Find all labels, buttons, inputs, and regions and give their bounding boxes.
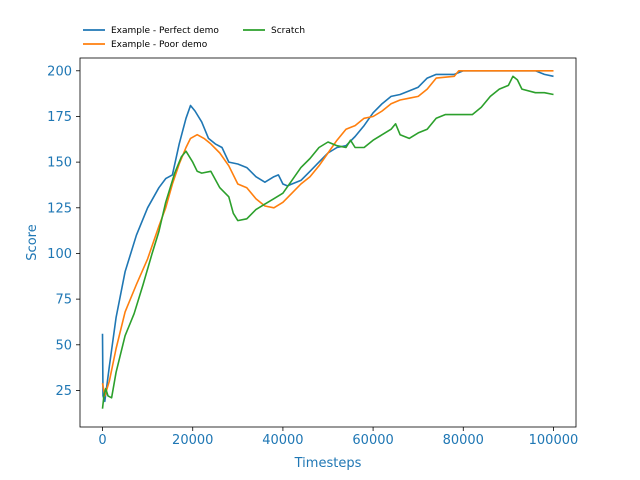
x-tick-label: 80000 [443,433,484,448]
series-line-2 [101,75,554,409]
y-axis-label: Score [25,224,40,260]
legend-entry-label: Scratch [271,26,305,36]
y-tick-label: 75 [55,293,72,308]
plot-lines [101,70,554,409]
x-tick-label: 20000 [172,433,213,448]
x-tick-label: 0 [98,433,106,448]
y-tick-label: 25 [55,384,72,399]
legend-entry-label: Example - Poor demo [111,40,208,50]
y-tick-label: 150 [47,156,72,171]
legend: Example - Perfect demo Example - Poor dem… [83,26,305,50]
legend-entry-label: Example - Perfect demo [111,26,219,36]
series-line-0 [101,70,554,403]
x-axis-label: Timesteps [294,456,362,471]
y-tick-label: 200 [47,64,72,79]
y-axis-ticks: 25 50 75 100 125 150 175 200 [47,64,80,399]
x-tick-label: 60000 [352,433,393,448]
x-axis-ticks: 0 20000 40000 60000 80000 100000 [98,427,578,448]
y-tick-label: 100 [47,247,72,262]
series-line-1 [101,70,554,397]
plot-frame [79,57,577,428]
y-tick-label: 50 [55,338,72,353]
y-tick-label: 125 [47,201,72,216]
y-tick-label: 175 [47,110,72,125]
x-tick-label: 40000 [262,433,303,448]
x-tick-label: 100000 [529,433,579,448]
